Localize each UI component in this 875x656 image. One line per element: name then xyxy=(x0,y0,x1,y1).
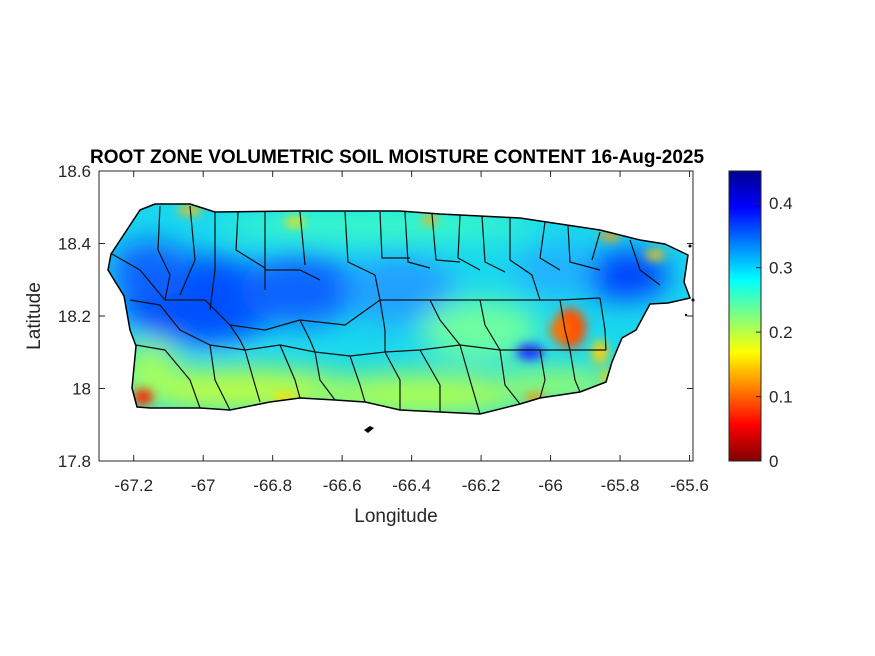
colorbar xyxy=(728,170,762,462)
x-tick-label: -65.8 xyxy=(601,476,640,495)
municipio-boundaries xyxy=(111,205,661,415)
chart-title: ROOT ZONE VOLUMETRIC SOIL MOISTURE CONTE… xyxy=(90,147,704,168)
x-tick-label: -66.4 xyxy=(392,476,431,495)
colorbar-tick-label: 0.4 xyxy=(769,194,793,213)
x-tick-label: -65.6 xyxy=(670,476,709,495)
y-tick-label: 18.4 xyxy=(58,235,91,254)
y-tick-label: 18.2 xyxy=(58,307,91,326)
y-tick-label: 18 xyxy=(72,380,91,399)
x-tick-label: -66 xyxy=(538,476,563,495)
colorbar-tick-label: 0 xyxy=(769,452,778,471)
colorbar-tick-label: 0.2 xyxy=(769,323,793,342)
colorbar-tick-label: 0.1 xyxy=(769,388,793,407)
y-tick-label: 18.6 xyxy=(58,162,91,181)
x-tick-label: -66.6 xyxy=(323,476,362,495)
y-tick-label: 17.8 xyxy=(58,452,91,471)
islet-east-2 xyxy=(691,298,695,302)
x-tick-label: -66.8 xyxy=(253,476,292,495)
x-axis-label: Longitude xyxy=(354,506,437,527)
x-tick-label: -67 xyxy=(191,476,216,495)
x-tick-label: -67.2 xyxy=(114,476,153,495)
x-axis: -67.2 -67 -66.8 -66.6 -66.4 -66.2 -66 -65.8 -65.… xyxy=(114,171,709,495)
y-axis-label: Latitude xyxy=(24,282,45,350)
caja-de-muertos-islet xyxy=(364,426,374,433)
colorbar-tick-label: 0.3 xyxy=(769,259,793,278)
islet-east-1 xyxy=(688,244,692,248)
y-axis: 18.6 18.4 18.2 18 17.8 xyxy=(58,162,693,471)
islet-east-3 xyxy=(684,313,688,317)
x-tick-label: -66.2 xyxy=(462,476,501,495)
island-coastline xyxy=(107,203,691,415)
colorbar-ticks: 0 0.1 0.2 0.3 0.4 xyxy=(756,194,793,471)
